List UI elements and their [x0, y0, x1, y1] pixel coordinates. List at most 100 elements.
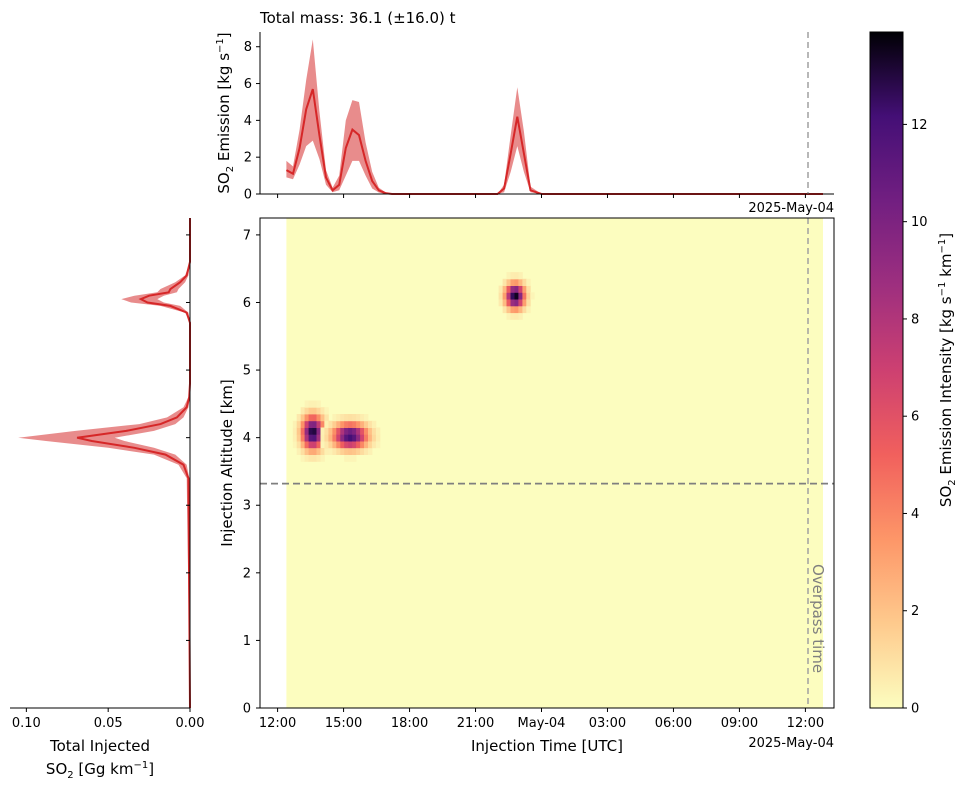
heatmap-cell — [368, 441, 373, 449]
heatmap-cell — [312, 400, 317, 408]
main-x-tick-label: 12:00 — [787, 716, 824, 731]
heatmap-cell — [320, 454, 325, 462]
heatmap-cell — [518, 278, 523, 286]
heatmap-cell — [360, 420, 365, 428]
heatmap-cell — [300, 420, 306, 428]
heatmap-cell — [506, 299, 511, 307]
heatmap-cell — [356, 447, 361, 455]
heatmap-cell — [320, 407, 325, 415]
heatmap-cell — [526, 278, 531, 286]
heatmap-cell — [324, 441, 329, 449]
heatmap-cell — [304, 407, 309, 415]
colorbar-tick-label: 12 — [911, 118, 928, 133]
heatmap-cell — [522, 292, 527, 300]
heatmap-cell — [304, 420, 309, 428]
heatmap-cell — [308, 454, 313, 462]
main-y-tick-label: 4 — [243, 431, 251, 446]
heatmap-cell — [360, 447, 365, 455]
main-y-tick-label: 0 — [243, 702, 251, 717]
heatmap-cell — [304, 454, 309, 462]
heatmap-cell — [502, 278, 507, 286]
heatmap-cell — [344, 454, 349, 462]
heatmap-cell — [352, 447, 357, 455]
main-x-tick-label: 18:00 — [391, 716, 428, 731]
heatmap-cell — [522, 299, 527, 307]
heatmap-cell — [364, 434, 369, 442]
heatmap-cell — [312, 420, 317, 428]
heatmap-cell — [498, 299, 503, 307]
heatmap-cell — [332, 441, 337, 449]
heatmap-cell — [530, 292, 535, 300]
heatmap-background — [286, 218, 823, 708]
left-x-tick-label: 0.00 — [176, 716, 205, 731]
main-y-tick-label: 1 — [243, 634, 251, 649]
heatmap-cell — [514, 285, 519, 293]
heatmap-cell — [364, 420, 369, 428]
heatmap-cell — [348, 441, 353, 449]
heatmap-cell — [498, 285, 503, 293]
heatmap-cell — [336, 414, 341, 422]
heatmap-cell — [296, 441, 302, 449]
heatmap-cell — [348, 434, 353, 442]
main-x-tick-label: 09:00 — [721, 716, 758, 731]
heatmap-cell — [300, 441, 306, 449]
heatmap-cell — [371, 420, 377, 428]
main-y-axis-label: Injection Altitude [km] — [218, 379, 236, 546]
heatmap-cell — [320, 434, 325, 442]
top-x-ticks — [277, 194, 806, 198]
heatmap-cell — [296, 427, 302, 435]
heatmap-cell — [352, 454, 357, 462]
heatmap-cell — [352, 420, 357, 428]
heatmap-cell — [328, 427, 333, 435]
heatmap-cell — [518, 305, 523, 314]
heatmap-cell — [304, 427, 309, 435]
heatmap-cell — [300, 447, 306, 455]
heatmap-cell — [348, 427, 353, 435]
heatmap-cell — [300, 407, 306, 415]
left-x-axis-label-line1: Total Injected — [49, 737, 150, 755]
heatmap-cell — [498, 292, 503, 300]
colorbar-tick-label: 0 — [911, 702, 919, 717]
heatmap-cell — [368, 447, 373, 455]
heatmap-cell — [340, 414, 345, 422]
main-x-tick-label: May-04 — [518, 716, 566, 731]
heatmap-cell — [332, 434, 337, 442]
heatmap-cell — [336, 427, 341, 435]
heatmap-cell — [510, 312, 515, 320]
top-y-tick-label: 4 — [244, 114, 252, 129]
heatmap-cell — [320, 420, 325, 428]
heatmap-cell — [320, 447, 325, 455]
heatmap-cell — [506, 292, 511, 300]
top-spines — [259, 32, 834, 195]
heatmap-cell — [506, 312, 511, 320]
heatmap-cell — [308, 400, 313, 408]
heatmap-cell — [514, 278, 519, 286]
heatmap-cell — [348, 414, 353, 422]
heatmap-cell — [300, 427, 306, 435]
left-x-ticks: 0.10 0.05 0.00 — [12, 708, 205, 731]
heatmap-cell — [304, 434, 309, 442]
heatmap-cell — [324, 420, 329, 428]
heatmap-cell — [514, 272, 519, 280]
left-x-tick-label: 0.10 — [12, 716, 41, 731]
top-y-tick-label: 2 — [244, 151, 252, 166]
heatmap-cell — [316, 420, 321, 428]
heatmap-cell — [364, 427, 369, 435]
heatmap-cell — [360, 434, 365, 442]
heatmap-cell — [522, 285, 527, 293]
heatmap-cell — [526, 285, 531, 293]
heatmap-cell — [296, 434, 302, 442]
heatmap-cell — [304, 414, 309, 422]
main-date-label: 2025-May-04 — [748, 736, 834, 751]
heatmap-cell — [316, 454, 321, 462]
profile-uncertainty-band — [18, 218, 191, 708]
top-y-axis-label: SO2 Emission [kg s−1] — [215, 32, 236, 193]
heatmap-cell — [368, 434, 373, 442]
heatmap-cell — [502, 285, 507, 293]
heatmap-cell — [514, 312, 519, 320]
heatmap-cell — [336, 447, 341, 455]
heatmap-cell — [356, 420, 361, 428]
heatmap-cell — [308, 441, 313, 449]
heatmap-cell — [292, 441, 298, 449]
